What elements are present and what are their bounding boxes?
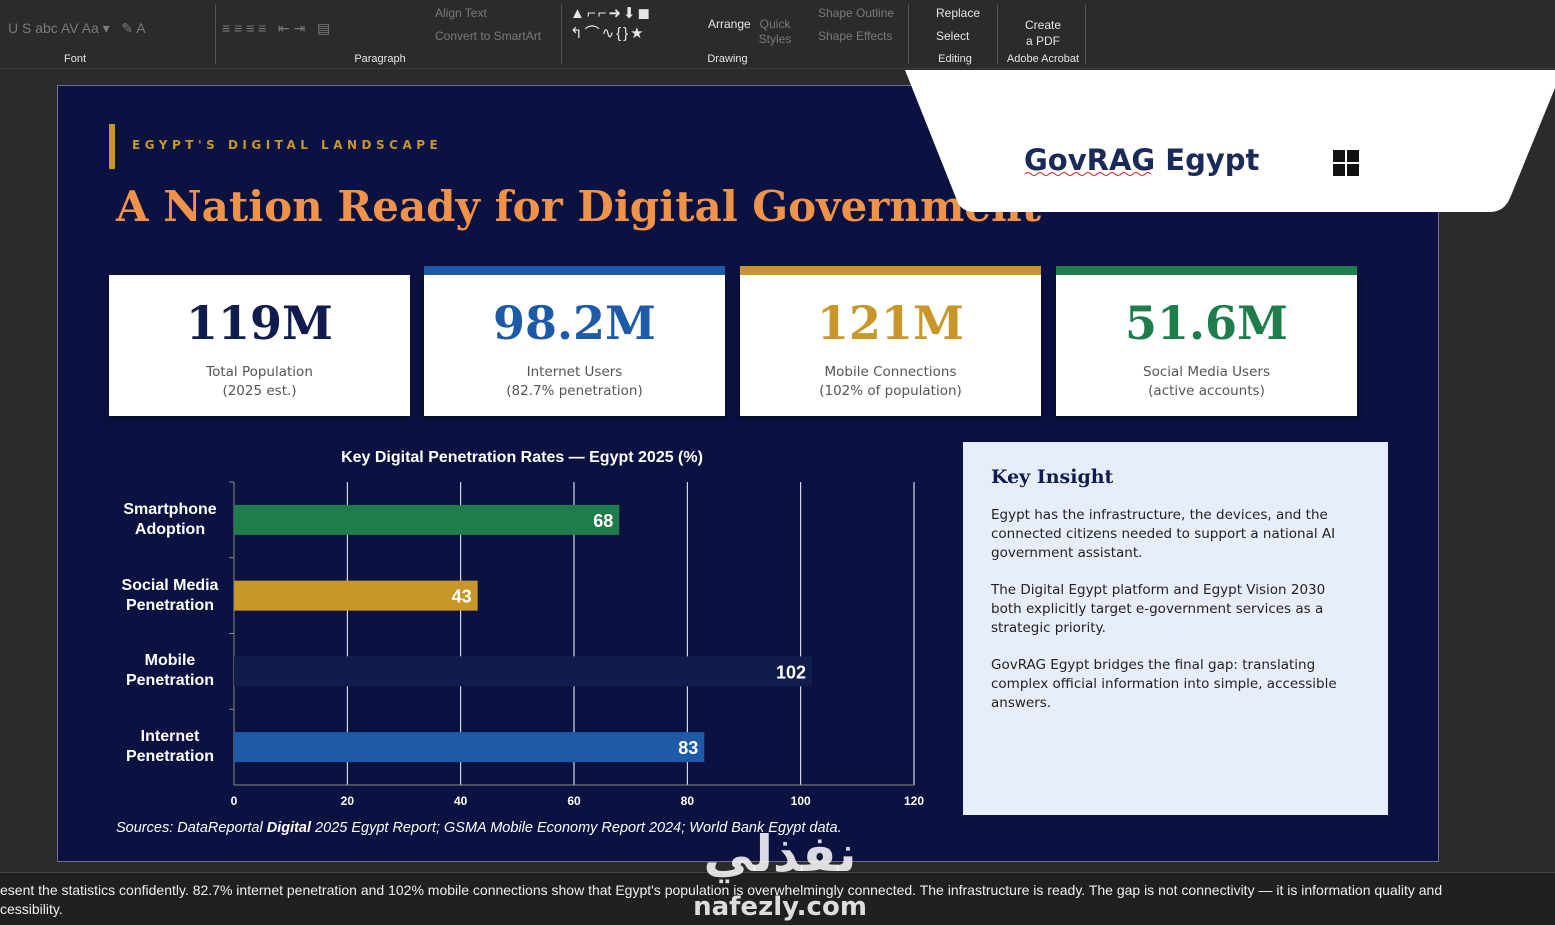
- x-tick-label: 20: [341, 794, 355, 808]
- notes-pane: [0, 872, 1555, 925]
- stat-label: Internet Users (82.7% penetration): [424, 363, 725, 401]
- notes-line: cessibility.: [0, 901, 63, 917]
- eyebrow: EGYPT'S DIGITAL LANDSCAPE: [132, 138, 443, 152]
- separator: [561, 4, 562, 64]
- stat-card: 121M Mobile Connections (102% of populatio…: [740, 266, 1041, 416]
- stat-line: (active accounts): [1148, 383, 1265, 399]
- card-accent: [109, 266, 410, 275]
- eyebrow-accent: [109, 124, 115, 169]
- insight-text: Egypt has the infrastructure, the device…: [991, 507, 1336, 561]
- value-label: 43: [452, 587, 472, 607]
- insight-text: The Digital Egypt platform and Egypt Vis…: [991, 582, 1326, 636]
- slide-title: A Nation Ready for Digital Government: [116, 182, 1042, 231]
- group-label: Adobe Acrobat: [1006, 53, 1080, 65]
- bar: [234, 504, 620, 535]
- x-tick-label: 80: [681, 794, 695, 808]
- stat-line: (2025 est.): [222, 383, 297, 399]
- stat-value: 51.6M: [1125, 296, 1288, 350]
- stat-label: Total Population (2025 est.): [109, 363, 410, 401]
- stat-line: Internet Users: [526, 364, 623, 380]
- sources-text: Sources: DataReportal: [116, 820, 267, 836]
- stat-value: 119M: [186, 296, 333, 350]
- value-label: 102: [776, 662, 806, 682]
- stat-label: Social Media Users (active accounts): [1056, 363, 1357, 401]
- x-tick-label: 40: [454, 794, 468, 808]
- separator: [1085, 4, 1086, 64]
- stat-value: 98.2M: [493, 296, 656, 350]
- stat-line: (102% of population): [819, 383, 962, 399]
- para-icons: ≡ ≡ ≡ ≡ ⇤ ⇥ ▤: [222, 20, 331, 36]
- overlay-title: GovRAG Egypt: [1024, 143, 1260, 177]
- separator: [215, 4, 216, 64]
- value-label: 83: [678, 738, 698, 758]
- stat-line: Total Population: [206, 364, 313, 380]
- insight-title: Key Insight: [991, 466, 1114, 488]
- watermark-arabic: نفذلي: [703, 825, 857, 883]
- shape-outline[interactable]: Shape Outline: [818, 6, 895, 20]
- quick-styles[interactable]: Quick Styles: [758, 17, 792, 46]
- category-label: Smartphone Adoption: [123, 500, 217, 538]
- stat-card: 98.2M Internet Users (82.7% penetration): [424, 266, 725, 416]
- stat-card: 119M Total Population (2025 est.): [109, 266, 410, 416]
- stat-label: Mobile Connections (102% of population): [740, 363, 1041, 401]
- bar: [234, 580, 478, 611]
- x-tick-label: 60: [567, 794, 581, 808]
- x-tick-label: 120: [904, 794, 924, 808]
- sources-bold: Digital: [266, 820, 312, 836]
- notes-text: esent the statistics confidently. 82.7% …: [0, 881, 1555, 919]
- stat-value: 121M: [817, 296, 964, 350]
- notes-line: esent the statistics confidently. 82.7% …: [0, 882, 1443, 898]
- ribbon: U S abc AV Aa ▾ ✎ A ≡ ≡ ≡ ≡ ⇤ ⇥ ▤ Align …: [0, 0, 1555, 69]
- category-label: Mobile Penetration: [125, 652, 214, 690]
- value-label: 68: [593, 511, 613, 531]
- arrange[interactable]: Arrange: [708, 17, 751, 31]
- stat-line: (82.7% penetration): [506, 383, 643, 399]
- create-pdf[interactable]: Create a PDF: [1024, 18, 1062, 48]
- shape-effects[interactable]: Shape Effects: [818, 29, 893, 43]
- card-accent: [740, 266, 1041, 275]
- insight-box: Key Insight Egypt has the infrastructure…: [963, 442, 1388, 815]
- convert-smartart[interactable]: Convert to SmartArt: [435, 29, 542, 43]
- bar: [234, 732, 705, 763]
- font-icons: U S abc AV Aa ▾ ✎ A: [8, 20, 146, 36]
- stat-line: Social Media Users: [1143, 364, 1270, 380]
- stat-line: Mobile Connections: [824, 364, 957, 380]
- chart-title: Key Digital Penetration Rates — Egypt 20…: [341, 449, 703, 466]
- overlay-shape: [905, 70, 1555, 212]
- bar: [234, 656, 812, 687]
- separator: [997, 4, 998, 64]
- card-accent: [424, 266, 725, 275]
- stat-card: 51.6M Social Media Users (active accounts): [1056, 266, 1357, 416]
- sources: Sources: DataReportal Digital 2025 Egypt…: [116, 820, 842, 836]
- group-label: Font: [63, 53, 86, 65]
- replace[interactable]: Replace: [936, 6, 981, 20]
- watermark-url: nafezly.com: [693, 892, 867, 922]
- x-tick-label: 0: [231, 794, 238, 808]
- shape-gallery[interactable]: ▲⌐⌐➜⬇◼ ↰⌒∿{}★: [570, 5, 652, 42]
- card-accent: [1056, 266, 1357, 275]
- category-label: Internet Penetration: [125, 728, 214, 766]
- group-label: Drawing: [707, 53, 748, 65]
- align-text[interactable]: Align Text: [435, 6, 487, 20]
- select[interactable]: Select: [936, 29, 970, 43]
- insight-text: GovRAG Egypt bridges the final gap: tran…: [991, 657, 1337, 711]
- category-label: Social Media Penetration: [121, 576, 219, 614]
- group-label: Editing: [938, 53, 972, 65]
- separator: [908, 4, 909, 64]
- x-tick-label: 100: [791, 794, 811, 808]
- sources-text: 2025 Egypt Report; GSMA Mobile Economy R…: [311, 820, 842, 836]
- group-label: Paragraph: [354, 53, 406, 65]
